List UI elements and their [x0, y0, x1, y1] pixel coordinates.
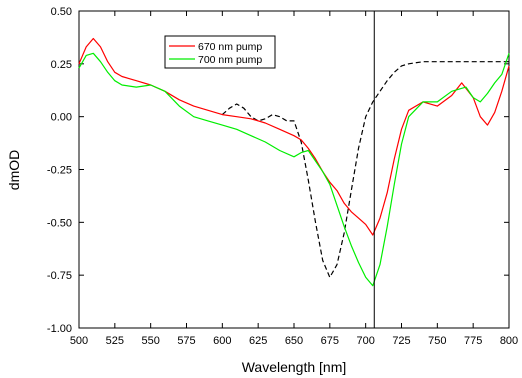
x-tick-label: 550	[141, 335, 159, 347]
x-tick-label: 575	[177, 335, 195, 347]
x-tick-label: 750	[428, 335, 446, 347]
series-line-700-nm-pump	[78, 52, 510, 287]
x-tick-label: 650	[285, 335, 303, 347]
legend-label-670nm: 670 nm pump	[198, 41, 262, 53]
series-layer	[78, 37, 510, 287]
y-tick-label: -0.25	[47, 165, 72, 177]
x-tick-label: 500	[70, 335, 88, 347]
y-tick-label: -0.50	[47, 217, 72, 229]
y-tick-label: -0.75	[47, 270, 72, 282]
plot-area	[78, 10, 510, 329]
x-tick-label: 675	[321, 335, 339, 347]
x-tick-label: 775	[464, 335, 482, 347]
y-tick-label: 0.00	[51, 112, 72, 124]
y-tick-label: 0.25	[51, 59, 72, 71]
x-tick-label: 525	[106, 335, 124, 347]
ticks: 500 525 550 575 600 625 650 675 700 725 750 775 800 -…	[47, 6, 518, 347]
legend-label-700nm: 700 nm pump	[198, 54, 262, 66]
x-axis-title: Wavelength [nm]	[242, 359, 347, 375]
y-axis-title: dmOD	[6, 150, 22, 190]
x-tick-label: 600	[213, 335, 231, 347]
x-tick-label: 725	[392, 335, 410, 347]
legend-box	[164, 35, 276, 69]
x-tick-label: 625	[249, 335, 267, 347]
y-tick-label: -1.00	[47, 323, 72, 335]
y-tick-label: 0.50	[51, 6, 72, 18]
x-tick-label: 800	[500, 335, 518, 347]
series-line-dashed	[221, 61, 509, 278]
x-tick-label: 700	[356, 335, 374, 347]
legend: 670 nm pump 700 nm pump	[164, 35, 276, 69]
